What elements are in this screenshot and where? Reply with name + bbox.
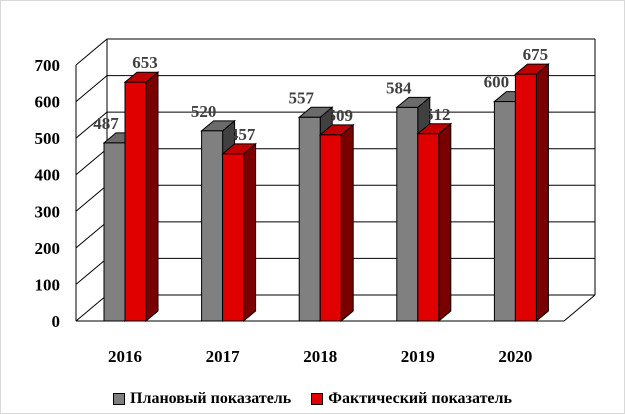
bar — [103, 142, 126, 322]
bars — [102, 63, 550, 323]
data-label: 520 — [191, 102, 217, 121]
bar — [222, 153, 245, 322]
legend: Плановый показатель Фактический показате… — [0, 388, 625, 410]
gridline — [75, 38, 595, 66]
y-axis-ticks: 0 100 200 300 400 500 600 700 — [35, 56, 61, 331]
data-label: 675 — [523, 45, 549, 64]
y-tick-label: 400 — [35, 166, 61, 185]
bar-side — [243, 142, 257, 323]
data-label: 557 — [288, 88, 314, 107]
bar-side — [438, 122, 452, 323]
y-tick-label: 600 — [35, 93, 61, 112]
bar — [493, 101, 516, 322]
y-tick-label: 300 — [35, 202, 61, 221]
legend-swatch-actual — [311, 393, 324, 405]
bar-side — [340, 123, 354, 323]
bar-side — [145, 71, 159, 323]
data-label: 457 — [230, 125, 256, 144]
gridline — [75, 75, 595, 102]
x-tick-label: 2018 — [303, 347, 337, 366]
bar — [417, 133, 440, 322]
legend-item-planned: Плановый показатель — [113, 390, 291, 408]
y-tick-label: 700 — [35, 56, 61, 75]
x-tick-label: 2020 — [498, 347, 532, 366]
legend-swatch-planned — [113, 393, 126, 405]
data-label: 584 — [386, 78, 412, 97]
x-tick-label: 2016 — [108, 347, 142, 366]
data-label: 487 — [93, 114, 119, 133]
gridline — [75, 111, 595, 139]
bar — [396, 106, 419, 322]
bar-side — [535, 63, 549, 323]
floor-right-edge — [563, 294, 596, 322]
legend-label-actual: Фактический показатель — [328, 390, 512, 407]
legend-item-actual: Фактический показатель — [311, 390, 512, 408]
y-tick-label: 200 — [35, 239, 61, 258]
y-tick-label: 500 — [35, 129, 61, 148]
bar — [319, 134, 342, 322]
legend-label-planned: Плановый показатель — [130, 390, 292, 407]
x-tick-label: 2019 — [401, 347, 435, 366]
data-label: 653 — [132, 53, 158, 72]
bar — [514, 73, 537, 322]
x-axis-ticks: 2016 2017 2018 2019 2020 — [108, 347, 532, 366]
x-tick-label: 2017 — [206, 347, 241, 366]
y-tick-label: 100 — [35, 275, 61, 294]
y-tick-label: 0 — [52, 312, 61, 331]
bar — [124, 81, 147, 322]
data-label: 509 — [327, 106, 353, 125]
data-labels: 487 653 520 457 557 509 584 512 600 675 — [93, 45, 548, 144]
data-label: 512 — [425, 105, 451, 124]
bar — [298, 116, 321, 322]
data-label: 600 — [484, 73, 510, 92]
bar — [201, 130, 224, 322]
